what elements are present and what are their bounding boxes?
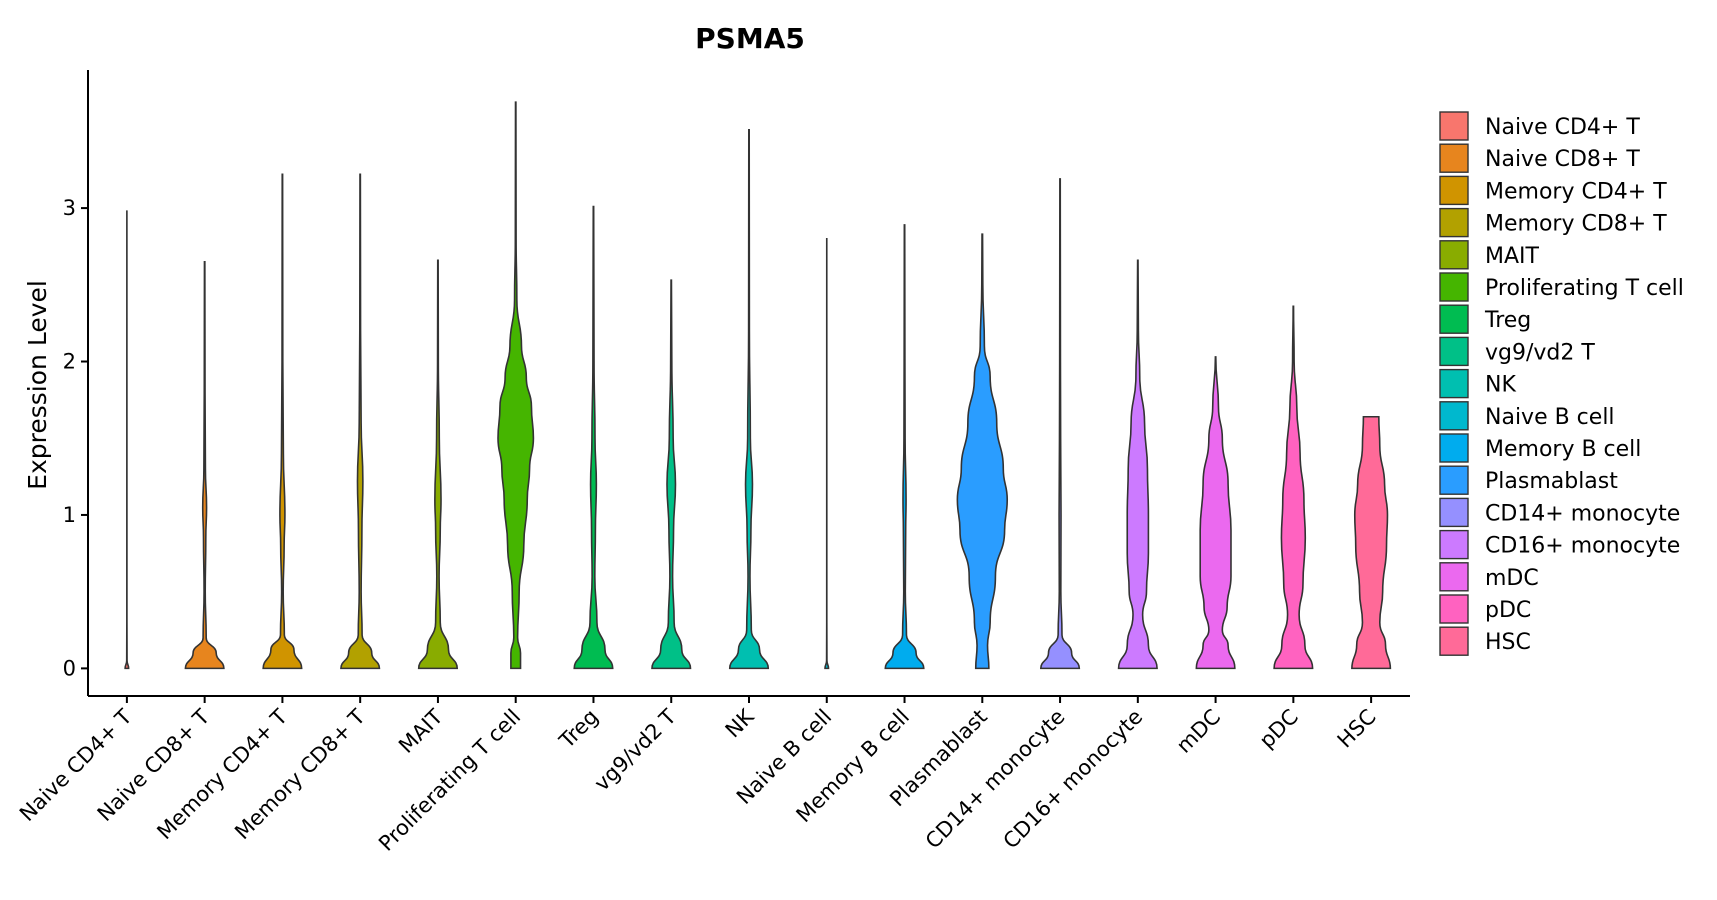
violin-group [124, 101, 1392, 670]
legend-label: HSC [1485, 630, 1531, 655]
x-tick-label: CD16+ monocyte [999, 705, 1148, 854]
violin-vg9-vd2-t [651, 279, 692, 670]
violin-mdc [1195, 356, 1236, 670]
legend-swatch [1439, 272, 1469, 302]
legend-label: Treg [1484, 308, 1531, 333]
violin-proliferating-t-cell [497, 101, 535, 670]
legend-swatch [1439, 304, 1469, 334]
legend-label: Memory CD8+ T [1485, 212, 1667, 237]
legend-swatch [1439, 529, 1469, 560]
x-tick-label: mDC [1172, 705, 1225, 758]
legend-swatch [1439, 497, 1469, 528]
violin-memory-b-cell [884, 224, 925, 670]
y-axis-label: Expression Level [23, 280, 52, 490]
violin-pdc [1273, 305, 1314, 670]
legend-label: mDC [1485, 566, 1539, 591]
x-tick-label: NK [721, 704, 760, 743]
legend-swatch [1439, 401, 1469, 431]
legend-label: Naive CD8+ T [1485, 147, 1640, 172]
violin-naive-cd8-t [184, 260, 225, 670]
legend-label: MAIT [1485, 244, 1540, 269]
violin-cd16-monocyte [1117, 259, 1158, 670]
legend-swatch [1439, 465, 1469, 495]
violin-naive-cd4-t [124, 210, 130, 670]
legend: Naive CD4+ T Naive CD8+ T Memory CD4+ T Mem… [1439, 111, 1684, 656]
legend-label: Memory B cell [1485, 437, 1641, 462]
y-tick-group: 0 1 2 3 [63, 196, 88, 680]
violin-plasmablast [956, 233, 1009, 670]
legend-label: CD16+ monocyte [1485, 534, 1680, 559]
legend-swatch [1439, 175, 1469, 206]
legend-label: Memory CD4+ T [1485, 179, 1667, 204]
violin-naive-b-cell [824, 237, 830, 670]
x-tick-label: Treg [554, 705, 603, 754]
legend-swatch [1439, 594, 1469, 624]
violin-cd14-monocyte [1040, 178, 1081, 670]
legend-label: Proliferating T cell [1485, 276, 1684, 301]
x-tick-label: Proliferating T cell [374, 705, 525, 856]
x-tick-label: pDC [1255, 705, 1303, 753]
x-tick-label: Memory CD8+ T [230, 704, 370, 844]
x-tick-label: MAIT [394, 704, 448, 758]
legend-swatch [1439, 336, 1469, 367]
y-tick-label: 2 [63, 350, 76, 374]
x-tick-label: vg9/vd2 T [590, 704, 681, 795]
chart-title: PSMA5 [695, 22, 805, 55]
x-tick-label: Memory CD4+ T [152, 704, 292, 844]
legend-swatch [1439, 240, 1469, 270]
violin-treg [573, 205, 614, 670]
legend-swatch [1439, 143, 1469, 173]
legend-label: Plasmablast [1485, 469, 1618, 494]
legend-label: vg9/vd2 T [1485, 340, 1595, 365]
legend-label: Naive B cell [1485, 405, 1615, 430]
legend-swatch [1439, 111, 1469, 141]
x-tick-label: CD14+ monocyte [921, 705, 1070, 854]
y-tick-label: 1 [63, 503, 76, 527]
legend-swatch [1439, 626, 1469, 656]
violin-mait [417, 259, 458, 670]
y-tick-label: 0 [63, 656, 76, 680]
legend-swatch [1439, 207, 1469, 238]
legend-label: NK [1485, 373, 1516, 398]
violin-memory-cd8-t [340, 173, 381, 670]
violin-hsc [1351, 415, 1392, 670]
x-tick-label: HSC [1333, 705, 1381, 753]
legend-swatch [1439, 368, 1469, 399]
legend-swatch [1439, 562, 1469, 592]
y-tick-label: 3 [63, 196, 76, 220]
violin-memory-cd4-t [262, 173, 303, 670]
legend-swatch [1439, 433, 1469, 463]
violin-nk [728, 129, 770, 670]
legend-label: CD14+ monocyte [1485, 501, 1680, 526]
legend-label: Naive CD4+ T [1485, 115, 1640, 140]
legend-label: pDC [1485, 598, 1531, 623]
